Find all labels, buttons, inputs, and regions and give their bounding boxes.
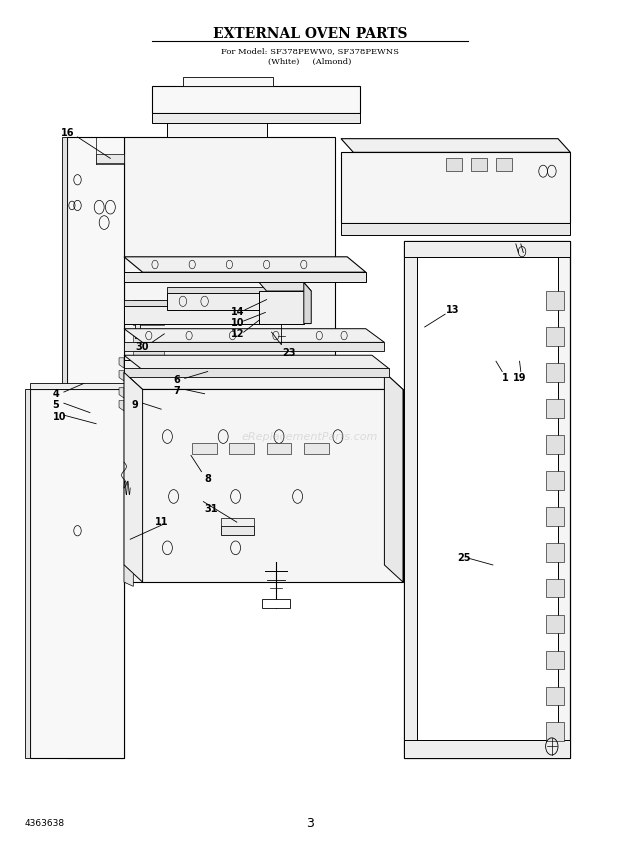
Polygon shape bbox=[124, 565, 133, 586]
Polygon shape bbox=[417, 257, 558, 740]
Text: 13: 13 bbox=[446, 305, 460, 315]
Polygon shape bbox=[404, 241, 570, 257]
Polygon shape bbox=[25, 389, 30, 758]
Text: 16: 16 bbox=[61, 128, 74, 138]
Polygon shape bbox=[124, 272, 366, 282]
Text: For Model: SF378PEWW0, SF378PEWNS: For Model: SF378PEWW0, SF378PEWNS bbox=[221, 47, 399, 56]
Polygon shape bbox=[384, 372, 403, 582]
Text: 30: 30 bbox=[135, 342, 149, 352]
Polygon shape bbox=[119, 371, 124, 381]
Polygon shape bbox=[167, 293, 267, 310]
Polygon shape bbox=[546, 543, 564, 562]
Polygon shape bbox=[546, 579, 564, 597]
Polygon shape bbox=[546, 435, 564, 454]
Polygon shape bbox=[135, 321, 175, 338]
Polygon shape bbox=[167, 287, 267, 293]
Text: 10: 10 bbox=[53, 412, 66, 422]
Text: 25: 25 bbox=[458, 553, 471, 563]
Text: 23: 23 bbox=[282, 348, 296, 358]
Text: 3: 3 bbox=[306, 817, 314, 830]
Polygon shape bbox=[133, 334, 164, 342]
Polygon shape bbox=[62, 137, 67, 758]
Polygon shape bbox=[124, 257, 366, 272]
Polygon shape bbox=[67, 137, 124, 758]
Polygon shape bbox=[304, 282, 311, 324]
Polygon shape bbox=[124, 342, 384, 351]
Polygon shape bbox=[267, 443, 291, 454]
Text: 4363638: 4363638 bbox=[25, 819, 65, 828]
Polygon shape bbox=[152, 113, 360, 123]
Polygon shape bbox=[221, 518, 254, 526]
Text: 10: 10 bbox=[231, 318, 245, 328]
Polygon shape bbox=[304, 443, 329, 454]
Polygon shape bbox=[152, 86, 360, 113]
Polygon shape bbox=[262, 599, 290, 608]
Polygon shape bbox=[546, 399, 564, 418]
Polygon shape bbox=[135, 331, 140, 338]
Polygon shape bbox=[546, 291, 564, 310]
Polygon shape bbox=[133, 317, 164, 325]
Polygon shape bbox=[124, 368, 389, 377]
Polygon shape bbox=[546, 471, 564, 490]
Polygon shape bbox=[124, 306, 267, 324]
Text: 19: 19 bbox=[513, 373, 527, 383]
Polygon shape bbox=[404, 241, 570, 758]
Polygon shape bbox=[124, 389, 403, 582]
Polygon shape bbox=[546, 687, 564, 705]
Polygon shape bbox=[167, 111, 267, 137]
Polygon shape bbox=[133, 351, 164, 360]
Text: eReplacementParts.com: eReplacementParts.com bbox=[242, 431, 378, 442]
Polygon shape bbox=[496, 158, 511, 171]
Text: 31: 31 bbox=[205, 504, 218, 514]
Polygon shape bbox=[96, 154, 124, 163]
Polygon shape bbox=[119, 401, 124, 411]
Polygon shape bbox=[341, 223, 570, 235]
Polygon shape bbox=[546, 507, 564, 526]
Polygon shape bbox=[546, 722, 564, 741]
Text: EXTERNAL OVEN PARTS: EXTERNAL OVEN PARTS bbox=[213, 27, 407, 41]
Polygon shape bbox=[30, 383, 124, 389]
Polygon shape bbox=[229, 443, 254, 454]
Polygon shape bbox=[124, 372, 403, 389]
Polygon shape bbox=[119, 388, 124, 398]
Polygon shape bbox=[546, 651, 564, 669]
Polygon shape bbox=[30, 389, 124, 758]
Polygon shape bbox=[546, 615, 564, 633]
Polygon shape bbox=[124, 372, 143, 582]
Text: 5: 5 bbox=[53, 400, 60, 410]
Polygon shape bbox=[471, 158, 487, 171]
Polygon shape bbox=[133, 300, 164, 308]
Polygon shape bbox=[341, 152, 570, 223]
Text: 9: 9 bbox=[131, 400, 138, 410]
Polygon shape bbox=[446, 158, 462, 171]
Polygon shape bbox=[259, 282, 311, 291]
Text: 1: 1 bbox=[502, 373, 509, 383]
Polygon shape bbox=[124, 329, 384, 342]
Text: 14: 14 bbox=[231, 306, 245, 317]
Polygon shape bbox=[124, 137, 335, 394]
Polygon shape bbox=[259, 291, 304, 324]
Polygon shape bbox=[124, 360, 143, 430]
Polygon shape bbox=[546, 363, 564, 382]
Polygon shape bbox=[404, 740, 570, 758]
Polygon shape bbox=[124, 355, 389, 369]
Text: 6: 6 bbox=[174, 375, 180, 385]
Polygon shape bbox=[221, 526, 254, 535]
Polygon shape bbox=[119, 358, 124, 368]
Polygon shape bbox=[183, 77, 273, 86]
Polygon shape bbox=[546, 327, 564, 346]
Polygon shape bbox=[341, 139, 570, 152]
Text: 11: 11 bbox=[155, 517, 169, 527]
Polygon shape bbox=[124, 300, 267, 306]
Text: 12: 12 bbox=[231, 329, 245, 339]
Text: 7: 7 bbox=[174, 386, 180, 396]
Polygon shape bbox=[192, 443, 217, 454]
Text: 4: 4 bbox=[53, 389, 60, 399]
Polygon shape bbox=[404, 241, 417, 758]
Text: 8: 8 bbox=[205, 474, 211, 484]
Text: (White)     (Almond): (White) (Almond) bbox=[268, 57, 352, 66]
